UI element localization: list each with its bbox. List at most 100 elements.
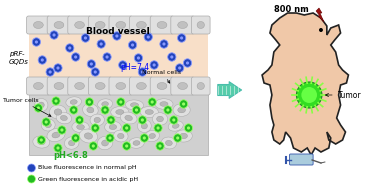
Circle shape	[137, 56, 140, 60]
Circle shape	[54, 64, 62, 72]
FancyBboxPatch shape	[150, 77, 174, 95]
FancyBboxPatch shape	[150, 16, 174, 34]
Text: pH<6.8: pH<6.8	[53, 150, 88, 160]
FancyBboxPatch shape	[171, 16, 194, 34]
Ellipse shape	[90, 114, 104, 126]
Ellipse shape	[157, 116, 164, 122]
Circle shape	[34, 104, 43, 112]
Circle shape	[52, 33, 56, 37]
Circle shape	[116, 98, 125, 106]
Ellipse shape	[137, 119, 151, 132]
Ellipse shape	[125, 115, 132, 121]
Text: Normal cells: Normal cells	[142, 70, 181, 83]
Ellipse shape	[66, 97, 82, 107]
Circle shape	[150, 61, 158, 69]
Circle shape	[87, 60, 95, 68]
Circle shape	[70, 106, 78, 114]
Ellipse shape	[180, 133, 187, 139]
Circle shape	[106, 134, 114, 142]
Ellipse shape	[105, 121, 121, 133]
FancyBboxPatch shape	[109, 16, 132, 34]
Circle shape	[162, 42, 165, 46]
Ellipse shape	[35, 98, 48, 112]
Ellipse shape	[116, 22, 126, 29]
Circle shape	[55, 99, 58, 103]
Circle shape	[176, 136, 179, 140]
Text: Tumor: Tumor	[325, 91, 361, 99]
Text: Blood vessel: Blood vessel	[86, 28, 150, 36]
Circle shape	[75, 116, 84, 124]
Circle shape	[54, 144, 62, 152]
Circle shape	[168, 53, 176, 61]
Circle shape	[182, 102, 185, 106]
Ellipse shape	[33, 83, 43, 90]
Ellipse shape	[137, 83, 146, 90]
Circle shape	[148, 98, 156, 106]
Polygon shape	[316, 8, 324, 22]
FancyBboxPatch shape	[27, 16, 50, 34]
Ellipse shape	[65, 137, 79, 149]
Circle shape	[170, 55, 173, 59]
Ellipse shape	[114, 130, 128, 142]
Circle shape	[156, 142, 164, 150]
Circle shape	[122, 142, 131, 150]
Circle shape	[187, 126, 190, 130]
Text: Blue fluorescence in normal pH: Blue fluorescence in normal pH	[38, 166, 137, 170]
Circle shape	[74, 136, 77, 140]
Circle shape	[103, 53, 111, 61]
Circle shape	[27, 175, 35, 183]
Ellipse shape	[178, 83, 187, 90]
Circle shape	[121, 63, 124, 67]
Ellipse shape	[157, 83, 167, 90]
Ellipse shape	[54, 22, 64, 29]
Circle shape	[115, 34, 118, 38]
Circle shape	[91, 124, 99, 132]
Circle shape	[141, 70, 144, 74]
Ellipse shape	[60, 115, 68, 121]
Polygon shape	[262, 13, 348, 155]
Circle shape	[56, 66, 60, 70]
Ellipse shape	[45, 122, 51, 128]
Ellipse shape	[197, 22, 204, 29]
Circle shape	[158, 144, 162, 148]
FancyBboxPatch shape	[29, 93, 208, 155]
FancyBboxPatch shape	[109, 77, 132, 95]
Circle shape	[122, 124, 131, 132]
Ellipse shape	[178, 22, 187, 29]
Circle shape	[27, 164, 35, 172]
Ellipse shape	[83, 104, 98, 116]
Circle shape	[109, 118, 112, 122]
Circle shape	[105, 55, 109, 59]
Ellipse shape	[149, 133, 155, 139]
Ellipse shape	[97, 136, 113, 150]
Ellipse shape	[33, 136, 50, 148]
Ellipse shape	[70, 100, 77, 104]
Circle shape	[152, 63, 156, 67]
Circle shape	[177, 34, 186, 42]
FancyBboxPatch shape	[47, 16, 71, 34]
Circle shape	[99, 42, 103, 46]
Circle shape	[319, 28, 323, 32]
Ellipse shape	[141, 123, 147, 129]
Ellipse shape	[79, 129, 98, 143]
Ellipse shape	[84, 133, 92, 139]
Ellipse shape	[94, 117, 101, 123]
Ellipse shape	[178, 107, 186, 113]
FancyBboxPatch shape	[47, 77, 71, 95]
Text: 800 nm: 800 nm	[274, 5, 309, 15]
Ellipse shape	[102, 102, 108, 106]
Ellipse shape	[38, 102, 44, 108]
FancyBboxPatch shape	[129, 16, 153, 34]
Text: pRF-
GQDs: pRF- GQDs	[9, 51, 29, 65]
Circle shape	[41, 58, 44, 62]
Ellipse shape	[47, 129, 65, 142]
Circle shape	[90, 62, 93, 66]
Circle shape	[68, 46, 71, 50]
Circle shape	[180, 100, 188, 108]
Ellipse shape	[75, 22, 85, 29]
Ellipse shape	[197, 83, 204, 90]
Circle shape	[97, 40, 105, 48]
Circle shape	[52, 97, 60, 105]
Circle shape	[104, 108, 106, 112]
Circle shape	[50, 31, 58, 39]
